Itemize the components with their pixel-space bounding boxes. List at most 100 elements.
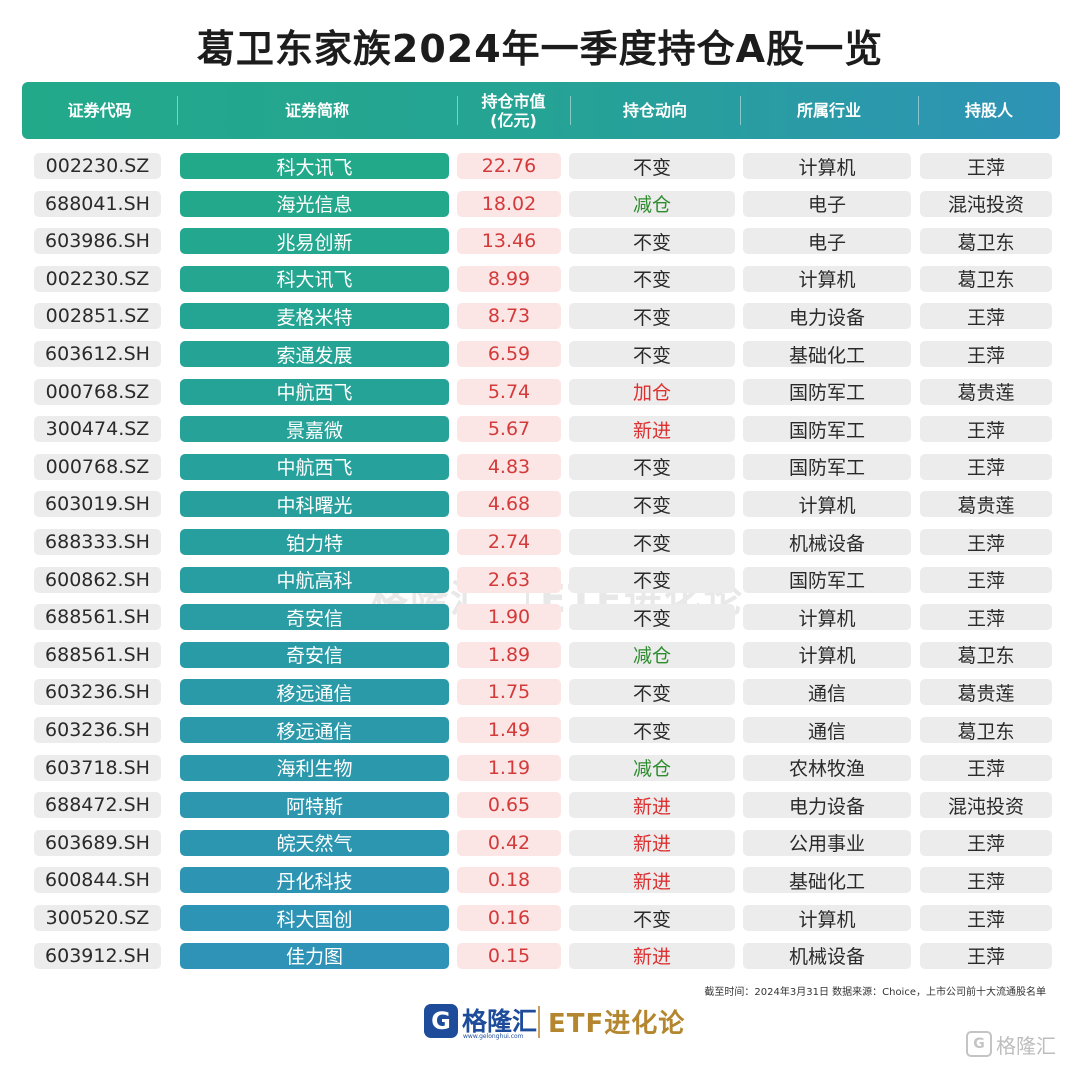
cell-value: 1.19 — [457, 754, 561, 781]
cell-code: 600844.SH — [34, 867, 161, 894]
cell-holder: 王萍 — [920, 942, 1052, 969]
cell-code: 600862.SH — [34, 566, 161, 593]
table-row: 688333.SH 铂力特 2.74 不变 机械设备 王萍 — [0, 529, 1080, 555]
table-row: 000768.SZ 中航西飞 5.74 加仓 国防军工 葛贵莲 — [0, 378, 1080, 405]
cell-value: 1.49 — [457, 717, 561, 743]
cell-industry: 通信 — [743, 717, 911, 743]
page-title: 葛卫东家族2024年一季度持仓A股一览 — [196, 27, 884, 71]
table-row: 688561.SH 奇安信 1.90 不变 计算机 王萍 — [0, 604, 1080, 631]
cell-holder: 王萍 — [920, 529, 1052, 555]
cell-value: 0.18 — [457, 867, 561, 894]
cell-name: 中航西飞 — [180, 453, 449, 480]
cell-value: 4.83 — [457, 453, 561, 480]
cell-name: 麦格米特 — [180, 303, 449, 330]
cell-industry: 计算机 — [743, 604, 911, 631]
cell-holder: 葛贵莲 — [920, 378, 1052, 405]
cell-holder: 混沌投资 — [920, 792, 1052, 819]
table-row: 688561.SH 奇安信 1.89 减仓 计算机 葛卫东 — [0, 641, 1080, 668]
header-divider — [570, 96, 571, 125]
cell-industry: 国防军工 — [743, 566, 911, 593]
cell-value: 6.59 — [457, 341, 561, 367]
cell-name: 科大国创 — [180, 905, 449, 931]
table-row: 688041.SH 海光信息 18.02 减仓 电子 混沌投资 — [0, 190, 1080, 217]
cell-holder: 葛卫东 — [920, 641, 1052, 668]
cell-holder: 王萍 — [920, 303, 1052, 330]
cell-industry: 计算机 — [743, 491, 911, 518]
cell-industry: 农林牧渔 — [743, 754, 911, 781]
footnote: 截至时间：2024年3月31日 数据来源：Choice，上市公司前十大流通股名单 — [704, 987, 1046, 998]
cell-industry: 机械设备 — [743, 529, 911, 555]
cell-name: 科大讯飞 — [180, 265, 449, 292]
cell-industry: 计算机 — [743, 265, 911, 292]
cell-code: 002230.SZ — [34, 265, 161, 292]
cell-direction: 新进 — [569, 867, 735, 894]
cell-industry: 计算机 — [743, 641, 911, 668]
cell-holder: 葛卫东 — [920, 265, 1052, 292]
table-row: 603236.SH 移远通信 1.75 不变 通信 葛贵莲 — [0, 679, 1080, 706]
header-code: 证券代码 — [67, 101, 132, 120]
logo-etf: ETF进化论 — [548, 1009, 686, 1039]
cell-name: 海光信息 — [180, 190, 449, 217]
cell-name: 兆易创新 — [180, 228, 449, 255]
cell-holder: 葛贵莲 — [920, 679, 1052, 706]
corner-watermark: G 格隆汇 — [966, 1030, 1056, 1058]
cell-holder: 王萍 — [920, 453, 1052, 480]
cell-code: 688472.SH — [34, 792, 161, 819]
cell-industry: 公用事业 — [743, 829, 911, 856]
cell-code: 688561.SH — [34, 604, 161, 631]
table-row: 688472.SH 阿特斯 0.65 新进 电力设备 混沌投资 — [0, 792, 1080, 819]
header-value-line1: 持仓市值 — [481, 91, 546, 111]
table-row: 002230.SZ 科大讯飞 8.99 不变 计算机 葛卫东 — [0, 265, 1080, 292]
cell-value: 0.15 — [457, 942, 561, 969]
cell-direction: 不变 — [569, 265, 735, 292]
cell-industry: 通信 — [743, 679, 911, 706]
cell-direction: 不变 — [569, 153, 735, 179]
cell-industry: 国防军工 — [743, 453, 911, 480]
cell-code: 603912.SH — [34, 942, 161, 969]
cell-holder: 葛卫东 — [920, 228, 1052, 255]
cell-code: 688333.SH — [34, 529, 161, 555]
cell-direction: 不变 — [569, 303, 735, 330]
header-industry: 所属行业 — [796, 101, 861, 120]
cell-holder: 王萍 — [920, 754, 1052, 781]
header-direction: 持仓动向 — [622, 101, 687, 120]
cell-name: 铂力特 — [180, 529, 449, 555]
cell-industry: 计算机 — [743, 153, 911, 179]
cell-industry: 电子 — [743, 190, 911, 217]
cell-direction: 不变 — [569, 453, 735, 480]
corner-logo-icon: G — [966, 1031, 992, 1057]
cell-value: 5.67 — [457, 416, 561, 443]
cell-holder: 王萍 — [920, 829, 1052, 856]
cell-holder: 王萍 — [920, 905, 1052, 931]
cell-value: 13.46 — [457, 228, 561, 255]
cell-code: 000768.SZ — [34, 453, 161, 480]
cell-code: 000768.SZ — [34, 378, 161, 405]
cell-value: 8.73 — [457, 303, 561, 330]
cell-value: 22.76 — [457, 153, 561, 179]
table-row: 603689.SH 皖天然气 0.42 新进 公用事业 王萍 — [0, 829, 1080, 856]
cell-name: 佳力图 — [180, 942, 449, 969]
corner-brand: 格隆汇 — [996, 1033, 1056, 1058]
cell-industry: 国防军工 — [743, 378, 911, 405]
cell-value: 18.02 — [457, 190, 561, 217]
cell-industry: 电力设备 — [743, 303, 911, 330]
cell-industry: 电子 — [743, 228, 911, 255]
cell-direction: 减仓 — [569, 641, 735, 668]
cell-direction: 减仓 — [569, 190, 735, 217]
table-row: 000768.SZ 中航西飞 4.83 不变 国防军工 王萍 — [0, 453, 1080, 480]
cell-holder: 王萍 — [920, 566, 1052, 593]
watermark-divider — [526, 573, 529, 615]
cell-direction: 不变 — [569, 228, 735, 255]
header-divider — [457, 96, 458, 125]
cell-code: 300474.SZ — [34, 416, 161, 443]
cell-industry: 基础化工 — [743, 341, 911, 367]
cell-code: 603236.SH — [34, 679, 161, 706]
cell-holder: 王萍 — [920, 604, 1052, 631]
cell-code: 603986.SH — [34, 228, 161, 255]
cell-holder: 王萍 — [920, 867, 1052, 894]
cell-code: 603612.SH — [34, 341, 161, 367]
table-header: 证券代码 证券简称 持仓市值 (亿元) 持仓动向 所属行业 持股人 — [22, 82, 1060, 139]
cell-value: 1.89 — [457, 641, 561, 668]
cell-direction: 新进 — [569, 792, 735, 819]
cell-code: 688561.SH — [34, 641, 161, 668]
